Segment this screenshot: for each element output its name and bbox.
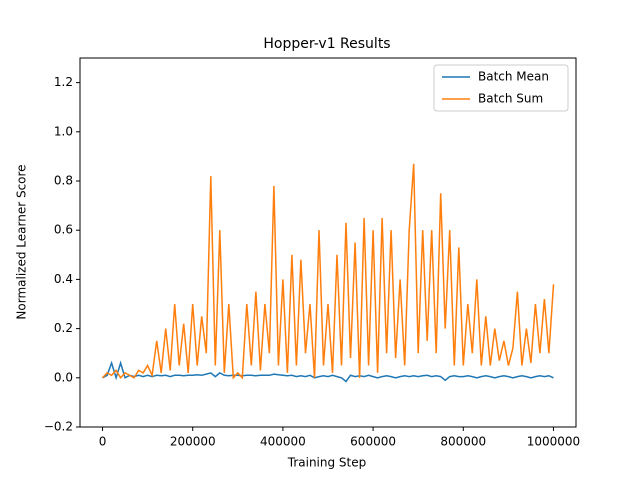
x-tick-label: 0 bbox=[99, 435, 107, 449]
x-axis-label: Training Step bbox=[287, 456, 367, 470]
x-tick-label: 600000 bbox=[350, 435, 396, 449]
x-tick-label: 400000 bbox=[260, 435, 306, 449]
chart-title: Hopper-v1 Results bbox=[263, 36, 390, 52]
y-tick-label: 1.2 bbox=[54, 75, 73, 89]
series-line bbox=[102, 360, 554, 383]
x-tick-label: 800000 bbox=[440, 435, 486, 449]
y-tick-label: 0.6 bbox=[54, 223, 73, 237]
legend-label: Batch Mean bbox=[478, 70, 549, 84]
y-tick-label: −0.2 bbox=[44, 420, 73, 434]
x-tick-label: 1000000 bbox=[527, 435, 580, 449]
y-tick-label: 0.2 bbox=[54, 321, 73, 335]
y-tick-label: 0.8 bbox=[54, 174, 73, 188]
y-tick-label: 0.0 bbox=[54, 370, 73, 384]
legend-label: Batch Sum bbox=[478, 92, 543, 106]
plot-frame bbox=[79, 57, 577, 428]
x-tick-label: 200000 bbox=[170, 435, 216, 449]
y-axis-label: Normalized Learner Score bbox=[15, 164, 29, 319]
series-line bbox=[101, 163, 555, 380]
y-tick-label: 1.0 bbox=[54, 124, 73, 138]
y-tick-label: 0.4 bbox=[54, 272, 73, 286]
